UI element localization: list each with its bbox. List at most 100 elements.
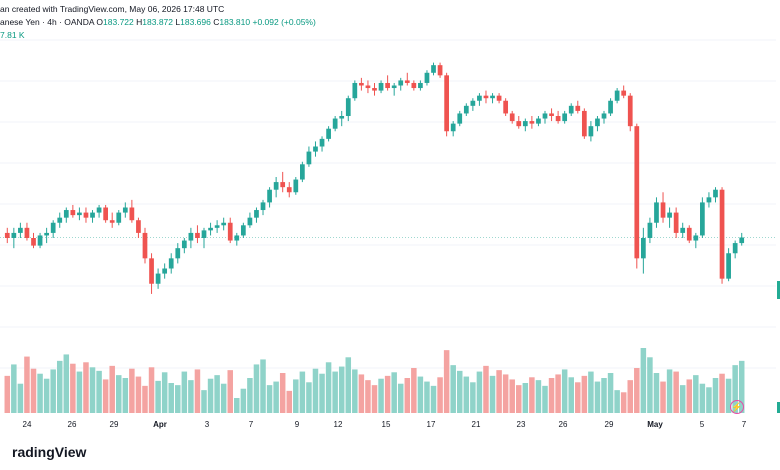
candle-body — [391, 85, 397, 89]
volume-bar — [227, 370, 233, 413]
candle-body — [404, 80, 410, 83]
candle-body — [522, 121, 528, 127]
volume-bar — [240, 388, 247, 413]
candle-body — [693, 235, 699, 241]
volume-value: 7.81 K — [0, 30, 25, 40]
volume-bar — [116, 375, 122, 413]
candle-body — [83, 212, 89, 218]
volume-bar — [194, 369, 201, 413]
high-value: 183.872 — [142, 17, 174, 27]
low-key: L — [175, 17, 181, 27]
candle-body — [732, 243, 738, 254]
candle-body — [149, 258, 154, 284]
candle-body — [588, 126, 594, 137]
candle-body — [424, 72, 430, 83]
candle-body — [555, 116, 561, 122]
candle-body — [188, 232, 194, 241]
volume-bar — [279, 373, 286, 413]
volume-bar — [489, 375, 496, 413]
candle-body — [647, 222, 653, 238]
candle-body — [286, 187, 292, 193]
candle-body — [673, 212, 679, 233]
volume-bar — [607, 373, 614, 413]
candle-body — [575, 105, 581, 111]
x-tick-label: 17 — [427, 420, 436, 429]
volume-bar — [443, 350, 450, 413]
candle-body — [116, 212, 122, 223]
candle-body — [739, 237, 745, 244]
candle-body — [234, 235, 240, 241]
volume-bar — [719, 373, 725, 413]
volume-bar — [11, 364, 17, 413]
volume-bar — [83, 362, 89, 413]
brand-text: radingView — [12, 444, 87, 460]
volume-bar — [679, 385, 686, 413]
volume-bar — [188, 380, 194, 413]
candle-body — [319, 138, 325, 147]
candle-body — [44, 232, 49, 236]
volume-bar — [397, 383, 404, 413]
candle-body — [640, 238, 646, 259]
candle-body — [136, 220, 141, 233]
volume-bar — [220, 383, 227, 413]
volume-bar — [273, 381, 279, 413]
x-tick-label: 3 — [205, 420, 210, 429]
candle-body — [470, 100, 476, 106]
candle-body — [614, 90, 620, 101]
volume-bar — [620, 392, 627, 413]
x-tick-label: May — [647, 420, 663, 429]
open-value: 183.722 — [103, 17, 134, 27]
lightning-icon[interactable]: ⚡ — [730, 400, 744, 414]
candle-body — [372, 88, 377, 91]
candle-body — [306, 151, 312, 165]
volume-bar — [496, 370, 502, 413]
candle-body — [201, 230, 207, 238]
volume-bar — [24, 356, 30, 413]
volume-bar — [129, 368, 135, 413]
volume-bar — [614, 390, 620, 413]
candle-body — [437, 65, 443, 76]
candle-body — [175, 248, 181, 259]
volume-bar — [76, 371, 83, 413]
candle-body — [627, 95, 633, 127]
volume-bar — [234, 398, 240, 413]
candle-body — [463, 105, 469, 114]
candle-body — [129, 207, 135, 221]
volume-bar — [568, 377, 574, 413]
volume-bar — [601, 378, 607, 413]
x-tick-label: 15 — [382, 420, 391, 429]
volume-bar — [332, 371, 338, 413]
candle-body — [568, 105, 574, 114]
volume-bar — [352, 369, 358, 413]
volume-bar — [686, 379, 693, 413]
tradingview-branding[interactable]: radingView — [0, 444, 86, 460]
candle-body — [227, 222, 233, 241]
candle-body — [221, 222, 227, 226]
candle-body — [267, 189, 272, 203]
candle-body — [345, 98, 351, 116]
volume-bar — [463, 376, 470, 413]
volume-bar — [122, 378, 129, 413]
candle-body — [195, 232, 200, 238]
candle-body — [654, 202, 659, 223]
volume-bar — [102, 379, 109, 413]
candle-body — [293, 179, 299, 193]
volume-bar — [647, 357, 653, 413]
volume-bars — [4, 348, 745, 413]
candle-body — [300, 164, 305, 180]
candle-body — [326, 128, 331, 139]
chart-snapshot-caption: an created with TradingView.com, May 06,… — [0, 4, 224, 14]
candle-body — [96, 207, 102, 213]
candle-body — [254, 210, 259, 218]
x-tick-label: 26 — [559, 420, 568, 429]
volume-bar — [417, 376, 424, 413]
candle-body — [378, 82, 384, 91]
candle-body — [411, 82, 417, 89]
volume-bar — [358, 374, 365, 413]
symbol-legend: anese Yen · 4h · OANDA O183.722 H183.872… — [0, 17, 316, 27]
candle-body — [155, 273, 161, 284]
candle-body — [660, 202, 666, 218]
candle-body — [70, 210, 76, 216]
x-tick-label: 7 — [249, 420, 254, 429]
